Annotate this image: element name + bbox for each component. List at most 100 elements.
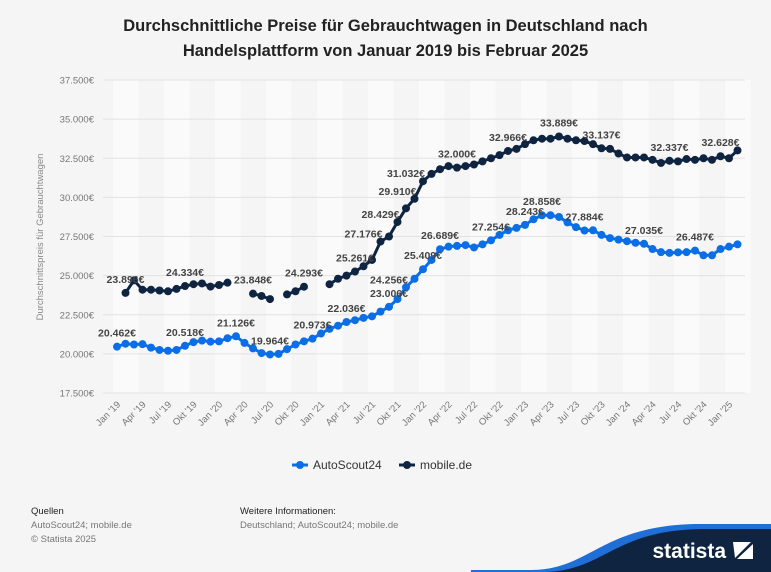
y-axis-label: Durchschnittspreis für Gebrauchtwagen — [35, 154, 46, 321]
data-point — [342, 318, 351, 327]
x-tick-label: Okt '20 — [273, 399, 302, 428]
data-point — [691, 155, 699, 164]
data-point — [121, 288, 130, 297]
data-point — [300, 282, 308, 291]
data-point — [325, 324, 334, 333]
data-point — [342, 271, 351, 280]
data-point — [504, 146, 512, 155]
data-label: 20.518€ — [166, 327, 204, 339]
data-label: 29.910€ — [379, 186, 417, 198]
data-label: 28.243€ — [506, 206, 544, 218]
data-point — [172, 345, 181, 354]
data-point — [555, 132, 563, 141]
data-point — [708, 155, 716, 164]
y-tick-label: 30.000€ — [60, 193, 95, 204]
x-tick-label: Jan '22 — [400, 399, 429, 428]
data-point — [368, 255, 376, 264]
data-point — [623, 153, 631, 162]
data-point — [504, 226, 512, 235]
data-point — [529, 215, 538, 224]
data-point — [572, 136, 580, 145]
data-point — [198, 279, 206, 288]
x-tick-label: Apr '21 — [324, 399, 353, 428]
data-point — [325, 280, 334, 289]
data-point — [359, 262, 368, 271]
data-point — [631, 153, 640, 162]
copyright: © Statista 2025 — [31, 534, 97, 545]
x-tick-label: Jan '20 — [196, 399, 225, 428]
legend-marker — [403, 461, 411, 469]
data-label: 21.126€ — [217, 317, 255, 329]
data-point — [376, 237, 385, 246]
data-point — [113, 342, 121, 351]
data-point — [257, 349, 266, 358]
data-point — [359, 313, 368, 322]
data-point — [708, 251, 716, 260]
data-label: 33.889€ — [540, 118, 578, 130]
x-tick-label: Apr '20 — [222, 399, 251, 428]
sources-text: AutoScout24; mobile.de — [31, 520, 132, 531]
data-point — [631, 238, 640, 247]
legend-marker — [296, 461, 304, 469]
x-tick-label: Jul '20 — [249, 399, 276, 426]
data-point — [130, 340, 138, 349]
data-point — [606, 144, 614, 153]
data-point — [682, 248, 691, 257]
data-point — [215, 337, 223, 346]
data-point — [521, 220, 529, 229]
x-tick-label: Jul '23 — [555, 399, 582, 426]
data-label: 24.256€ — [370, 274, 408, 286]
data-point — [419, 265, 427, 274]
sources-block: Quellen AutoScout24; mobile.de © Statist… — [31, 505, 132, 547]
data-point — [512, 144, 521, 153]
data-point — [546, 211, 555, 220]
data-point — [495, 151, 504, 160]
info-heading: Weitere Informationen: — [240, 506, 336, 517]
x-tick-label: Okt '22 — [477, 399, 506, 428]
data-label: 24.334€ — [166, 267, 204, 279]
logo-text: statista — [652, 540, 726, 563]
data-point — [215, 281, 223, 290]
data-point — [317, 329, 325, 338]
data-point — [512, 223, 521, 232]
x-tick-label: Okt '19 — [171, 399, 200, 428]
data-point — [308, 334, 317, 343]
data-label: 27.176€ — [345, 229, 383, 241]
data-point — [189, 338, 198, 347]
data-point — [691, 246, 699, 255]
x-tick-label: Apr '23 — [528, 399, 557, 428]
data-point — [223, 278, 232, 287]
x-tick-label: Apr '24 — [630, 399, 659, 428]
data-label: 26.689€ — [421, 230, 459, 242]
line-chart: 17.500€ 20.000€ 22.500€ 25.000€ 27.500€ 30.00… — [35, 75, 745, 472]
x-tick-label: Jul '21 — [351, 399, 378, 426]
data-point — [283, 290, 291, 299]
data-point — [266, 350, 274, 359]
data-point — [555, 212, 563, 221]
data-point — [495, 230, 504, 239]
y-tick-label: 32.500€ — [60, 154, 95, 165]
data-point — [665, 156, 674, 165]
data-point — [155, 286, 164, 295]
data-point — [648, 245, 657, 254]
x-tick-label: Apr '19 — [120, 399, 149, 428]
data-point — [274, 349, 283, 358]
y-tick-label: 37.500€ — [60, 76, 95, 87]
data-point — [147, 285, 155, 294]
data-point — [470, 160, 478, 169]
data-point — [164, 346, 172, 355]
data-point — [393, 295, 402, 304]
data-label: 28.858€ — [523, 196, 561, 208]
data-label: 23.896€ — [107, 274, 145, 286]
data-label: 28.429€ — [362, 209, 400, 221]
data-point — [444, 242, 453, 251]
y-tick-label: 27.500€ — [60, 232, 95, 243]
data-label: 27.254€ — [472, 221, 510, 233]
data-point — [138, 285, 147, 294]
x-tick-label: Jan '21 — [298, 399, 327, 428]
data-point — [657, 158, 665, 167]
data-point — [538, 211, 546, 220]
data-point — [189, 280, 198, 289]
y-tick-label: 25.000€ — [60, 271, 95, 282]
data-point — [206, 282, 215, 291]
